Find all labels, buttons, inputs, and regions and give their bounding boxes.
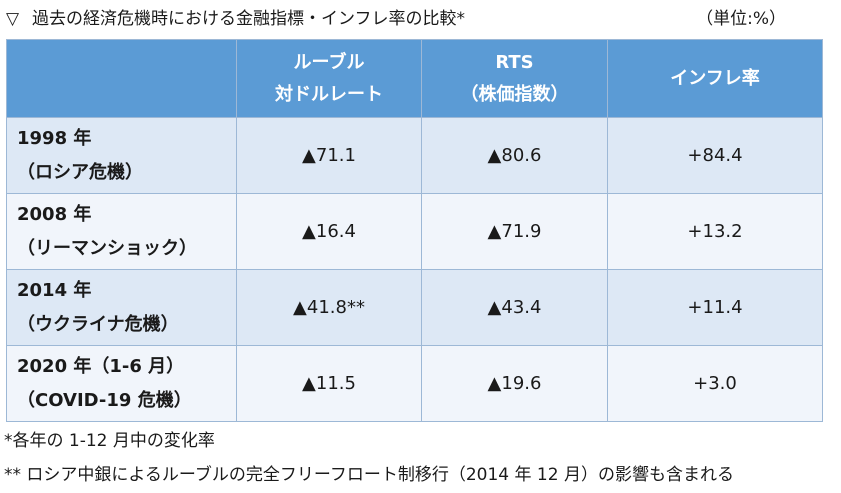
triangle-marker-icon: ▽ [6, 9, 20, 29]
row-event: （リーマンショック） [17, 237, 197, 259]
header-rts-line1: RTS [495, 51, 534, 73]
cell-inflation: +11.4 [607, 269, 823, 346]
row-event: （COVID-19 危機） [17, 389, 192, 411]
title-line: ▽ 過去の経済危機時における金融指標・インフレ率の比較* （単位:%） [6, 4, 834, 34]
table-row: 2014 年 （ウクライナ危機） ▲41.8** ▲43.4 +11.4 [6, 269, 823, 346]
header-ruble: ルーブル 対ドルレート [236, 39, 422, 118]
cell-inflation: +3.0 [607, 345, 823, 422]
header-rts: RTS （株価指数） [421, 39, 608, 118]
header-ruble-line2: 対ドルレート [275, 83, 383, 105]
cell-ruble: ▲71.1 [236, 117, 422, 194]
comparison-table: ルーブル 対ドルレート RTS （株価指数） インフレ率 1998 年 （ロシア… [6, 39, 823, 422]
table-header-row: ルーブル 対ドルレート RTS （株価指数） インフレ率 [6, 39, 823, 118]
table-row: 1998 年 （ロシア危機） ▲71.1 ▲80.6 +84.4 [6, 117, 823, 194]
header-inflation-line1: インフレ率 [670, 67, 760, 89]
cell-inflation: +13.2 [607, 193, 823, 270]
table-row: 2008 年 （リーマンショック） ▲16.4 ▲71.9 +13.2 [6, 193, 823, 270]
cell-rts: ▲80.6 [421, 117, 608, 194]
cell-ruble: ▲41.8** [236, 269, 422, 346]
header-ruble-line1: ルーブル [293, 51, 365, 73]
row-year: 2014 年 [17, 279, 92, 301]
row-label: 1998 年 （ロシア危機） [6, 117, 237, 194]
row-year: 2008 年 [17, 203, 92, 225]
row-year: 1998 年 [17, 127, 92, 149]
page-title: 過去の経済危機時における金融指標・インフレ率の比較* [32, 9, 465, 29]
table-row: 2020 年（1-6 月） （COVID-19 危機） ▲11.5 ▲19.6 … [6, 345, 823, 422]
cell-rts: ▲43.4 [421, 269, 608, 346]
footnote-2: ** ロシア中銀によるルーブルの完全フリーフロート制移行（2014 年 12 月… [4, 465, 734, 485]
header-rts-line2: （株価指数） [460, 83, 569, 105]
row-label: 2020 年（1-6 月） （COVID-19 危機） [6, 345, 237, 422]
footnote-1: *各年の 1-12 月中の変化率 [4, 431, 215, 451]
row-event: （ロシア危機） [17, 161, 143, 183]
header-inflation: インフレ率 [607, 39, 823, 118]
footnotes: *各年の 1-12 月中の変化率 ** ロシア中銀によるルーブルの完全フリーフロ… [4, 424, 734, 492]
cell-ruble: ▲11.5 [236, 345, 422, 422]
header-blank [6, 39, 237, 118]
row-event: （ウクライナ危機） [17, 313, 179, 335]
cell-ruble: ▲16.4 [236, 193, 422, 270]
unit-label: （単位:%） [696, 9, 786, 29]
row-year: 2020 年（1-6 月） [17, 355, 185, 377]
cell-rts: ▲71.9 [421, 193, 608, 270]
cell-inflation: +84.4 [607, 117, 823, 194]
row-label: 2014 年 （ウクライナ危機） [6, 269, 237, 346]
cell-rts: ▲19.6 [421, 345, 608, 422]
row-label: 2008 年 （リーマンショック） [6, 193, 237, 270]
